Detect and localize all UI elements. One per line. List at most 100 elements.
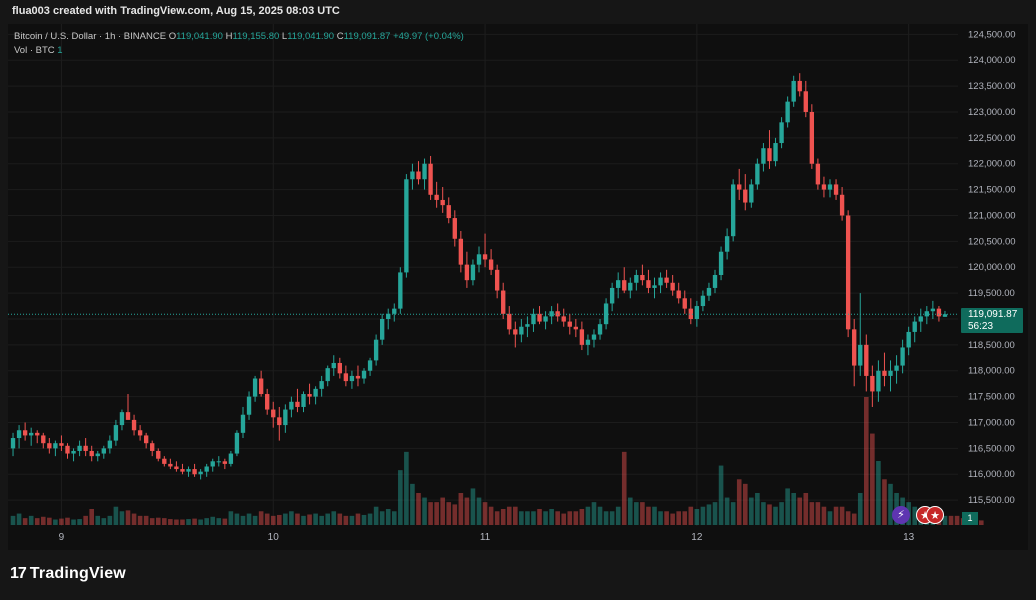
candle-body[interactable] bbox=[640, 275, 645, 281]
candle-body[interactable] bbox=[797, 80, 802, 92]
candle-body[interactable] bbox=[258, 378, 264, 395]
candle-body[interactable] bbox=[355, 375, 361, 379]
candle-body[interactable] bbox=[488, 259, 494, 270]
candle-body[interactable] bbox=[942, 314, 948, 317]
candle-body[interactable] bbox=[839, 194, 845, 216]
candle-body[interactable] bbox=[567, 321, 572, 327]
candle-body[interactable] bbox=[543, 316, 548, 322]
candle-body[interactable] bbox=[162, 458, 167, 464]
candle-body[interactable] bbox=[228, 453, 234, 464]
candle-body[interactable] bbox=[277, 417, 282, 426]
candle-body[interactable] bbox=[507, 313, 512, 330]
candle-body[interactable] bbox=[494, 269, 500, 291]
candle-body[interactable] bbox=[150, 443, 155, 451]
candle-body[interactable] bbox=[579, 329, 585, 345]
candle-body[interactable] bbox=[349, 375, 355, 382]
candle-body[interactable] bbox=[434, 194, 439, 200]
candle-body[interactable] bbox=[712, 275, 718, 288]
candle-body[interactable] bbox=[307, 394, 312, 397]
candle-body[interactable] bbox=[458, 238, 464, 265]
candle-body[interactable] bbox=[59, 443, 64, 446]
candle-body[interactable] bbox=[561, 316, 566, 322]
candle-body[interactable] bbox=[622, 280, 627, 291]
candle-body[interactable] bbox=[252, 378, 258, 397]
candle-body[interactable] bbox=[295, 401, 300, 407]
candle-body[interactable] bbox=[634, 275, 639, 283]
candle-body[interactable] bbox=[597, 324, 603, 335]
candle-body[interactable] bbox=[616, 280, 621, 288]
candle-body[interactable] bbox=[53, 443, 58, 449]
candle-body[interactable] bbox=[325, 368, 330, 382]
candle-body[interactable] bbox=[815, 163, 821, 185]
candle-body[interactable] bbox=[271, 409, 276, 418]
candle-body[interactable] bbox=[343, 373, 349, 382]
candle-body[interactable] bbox=[77, 445, 82, 451]
candle-body[interactable] bbox=[246, 396, 252, 415]
candle-body[interactable] bbox=[265, 394, 270, 410]
candle-body[interactable] bbox=[71, 450, 76, 454]
candle-body[interactable] bbox=[803, 91, 808, 112]
candle-body[interactable] bbox=[464, 264, 470, 281]
candle-body[interactable] bbox=[827, 184, 833, 190]
candle-body[interactable] bbox=[156, 450, 161, 459]
candle-body[interactable] bbox=[531, 313, 536, 325]
candle-body[interactable] bbox=[609, 287, 615, 304]
candle-body[interactable] bbox=[628, 282, 633, 291]
candle-body[interactable] bbox=[174, 466, 179, 470]
candle-body[interactable] bbox=[791, 80, 796, 102]
candle-body[interactable] bbox=[852, 329, 857, 366]
candle-body[interactable] bbox=[700, 295, 706, 307]
candle-body[interactable] bbox=[210, 461, 215, 467]
candle-body[interactable] bbox=[718, 251, 724, 275]
candle-body[interactable] bbox=[373, 339, 379, 361]
candle-body[interactable] bbox=[301, 394, 306, 407]
candle-body[interactable] bbox=[749, 184, 754, 203]
candle-body[interactable] bbox=[809, 111, 815, 164]
symbol-label[interactable]: Bitcoin / U.S. Dollar · 1h · BINANCE bbox=[14, 31, 167, 42]
candle-body[interactable] bbox=[392, 308, 397, 314]
candle-body[interactable] bbox=[706, 287, 712, 296]
candle-body[interactable] bbox=[16, 430, 22, 439]
candle-body[interactable] bbox=[537, 313, 542, 322]
candle-body[interactable] bbox=[773, 143, 778, 162]
volume-label[interactable]: Vol · BTC bbox=[14, 45, 55, 56]
candle-body[interactable] bbox=[107, 440, 113, 449]
candle-body[interactable] bbox=[906, 331, 911, 348]
candle-body[interactable] bbox=[646, 280, 651, 288]
candle-body[interactable] bbox=[89, 450, 94, 457]
candle-body[interactable] bbox=[513, 329, 518, 335]
candle-body[interactable] bbox=[168, 463, 173, 467]
candle-body[interactable] bbox=[870, 375, 875, 392]
candle-body[interactable] bbox=[240, 414, 246, 433]
candle-body[interactable] bbox=[192, 469, 197, 475]
candle-body[interactable] bbox=[682, 298, 687, 309]
candle-body[interactable] bbox=[779, 122, 784, 144]
candle-body[interactable] bbox=[137, 430, 143, 436]
candle-body[interactable] bbox=[858, 344, 863, 366]
candle-body[interactable] bbox=[331, 362, 336, 369]
candle-body[interactable] bbox=[452, 218, 457, 239]
candle-body[interactable] bbox=[319, 381, 324, 389]
candle-body[interactable] bbox=[573, 326, 579, 330]
candle-body[interactable] bbox=[658, 277, 663, 286]
candle-body[interactable] bbox=[724, 236, 730, 252]
candle-body[interactable] bbox=[833, 184, 839, 195]
candle-body[interactable] bbox=[603, 303, 609, 325]
candle-body[interactable] bbox=[186, 469, 191, 472]
lightning-icon[interactable]: ⚡ bbox=[892, 506, 910, 524]
candle-body[interactable] bbox=[470, 264, 476, 281]
candle-body[interactable] bbox=[47, 443, 52, 449]
candle-body[interactable] bbox=[337, 362, 342, 374]
candle-body[interactable] bbox=[476, 254, 482, 265]
candle-body[interactable] bbox=[882, 370, 887, 376]
candle-body[interactable] bbox=[664, 277, 669, 283]
candle-body[interactable] bbox=[41, 435, 46, 444]
candle-body[interactable] bbox=[519, 326, 524, 335]
candle-body[interactable] bbox=[65, 445, 70, 454]
candle-body[interactable] bbox=[404, 179, 409, 273]
candle-body[interactable] bbox=[767, 148, 772, 162]
candle-body[interactable] bbox=[222, 461, 228, 464]
candle-body[interactable] bbox=[876, 370, 881, 392]
candle-body[interactable] bbox=[743, 189, 748, 203]
